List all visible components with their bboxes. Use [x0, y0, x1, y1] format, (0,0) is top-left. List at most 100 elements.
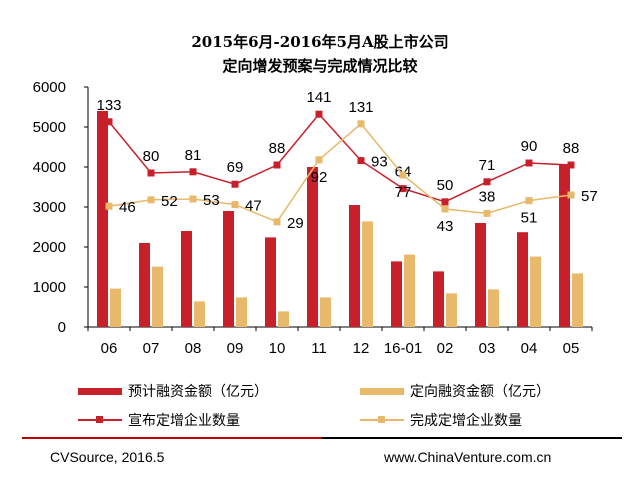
- bar-projected-funding: [181, 231, 192, 327]
- marker-completed-count: [189, 195, 197, 203]
- data-label-announced-count: 133: [96, 97, 121, 114]
- bar-completed-funding: [194, 301, 205, 327]
- data-label-completed-count: 51: [521, 210, 538, 227]
- footer-divider-black: [322, 437, 622, 439]
- bar-completed-funding: [530, 256, 541, 327]
- data-label-completed-count: 53: [203, 192, 220, 209]
- legend-label-completed-count: 完成定增企业数量: [410, 413, 522, 429]
- legend-label-completed-funding: 定向融资金额（亿元）: [410, 384, 550, 400]
- marker-completed-count: [147, 196, 155, 204]
- data-label-announced-count: 88: [269, 140, 286, 157]
- data-label-completed-count: 38: [479, 188, 496, 205]
- line-completed-count: [108, 122, 572, 223]
- data-label-completed-count: 43: [437, 218, 454, 235]
- y-tick-label: 2000: [33, 239, 66, 256]
- marker-announced-count: [567, 161, 575, 169]
- marker-announced-count: [231, 180, 239, 188]
- marker-completed-count: [105, 202, 113, 210]
- marker-announced-count: [147, 169, 155, 177]
- marker-completed-count: [357, 120, 365, 128]
- y-tick-label: 6000: [33, 79, 66, 96]
- x-tick-label: 07: [143, 340, 160, 357]
- x-tick-label: 03: [479, 340, 496, 357]
- legend-swatch-completed-funding: [360, 387, 404, 395]
- marker-announced-count: [105, 118, 113, 126]
- marker-announced-count: [525, 159, 533, 167]
- legend-item-projected-funding: 预计融资金额（亿元）: [78, 381, 268, 401]
- legend-swatch-completed-count: [360, 415, 404, 425]
- data-label-announced-count: 81: [185, 147, 202, 164]
- footer-divider-red: [22, 437, 322, 439]
- data-label-completed-count: 46: [119, 199, 136, 216]
- data-label-completed-count: 77: [395, 184, 412, 201]
- marker-completed-count: [525, 197, 533, 205]
- marker-completed-count: [315, 156, 323, 164]
- y-tick-label: 1000: [33, 279, 66, 296]
- x-tick-label: 06: [101, 340, 118, 357]
- data-label-completed-count: 47: [245, 198, 262, 215]
- x-tick-label: 04: [521, 340, 538, 357]
- data-label-announced-count: 88: [563, 140, 580, 157]
- legend-item-completed-funding: 定向融资金额（亿元）: [360, 381, 550, 401]
- footer-source: CVSource, 2016.5: [50, 449, 165, 465]
- bar-completed-funding: [278, 311, 289, 327]
- bar-projected-funding: [559, 165, 570, 327]
- footer-site: www.ChinaVenture.com.cn: [384, 449, 552, 465]
- data-label-announced-count: 93: [371, 154, 388, 171]
- bar-completed-funding: [362, 221, 373, 327]
- marker-completed-count: [273, 218, 281, 226]
- marker-announced-count: [357, 157, 365, 165]
- x-tick-label: 08: [185, 340, 202, 357]
- x-tick-label: 09: [227, 340, 244, 357]
- data-label-completed-count: 131: [348, 99, 373, 116]
- legend-swatch-projected-funding: [78, 387, 122, 395]
- bar-projected-funding: [223, 211, 234, 327]
- data-label-completed-count: 57: [581, 188, 598, 205]
- chart-title-line-1: 2015年6月-2016年5月A股上市公司: [191, 33, 449, 51]
- bar-completed-funding: [236, 297, 247, 327]
- bar-completed-funding: [152, 266, 163, 327]
- data-label-announced-count: 50: [437, 177, 454, 194]
- bar-projected-funding: [475, 223, 486, 327]
- data-label-completed-count: 92: [311, 169, 328, 186]
- y-tick-label: 4000: [33, 159, 66, 176]
- y-tick-label: 3000: [33, 199, 66, 216]
- data-label-announced-count: 90: [521, 138, 538, 155]
- x-tick-label: 05: [563, 340, 580, 357]
- data-label-announced-count: 141: [306, 89, 331, 106]
- legend-item-announced-count: 宣布定增企业数量: [78, 410, 240, 430]
- x-tick-label: 11: [311, 340, 327, 357]
- data-label-announced-count: 71: [479, 157, 496, 174]
- x-tick-label: 12: [353, 340, 370, 357]
- bar-projected-funding: [97, 111, 108, 327]
- y-tick-label: 5000: [33, 119, 66, 136]
- marker-announced-count: [315, 110, 323, 118]
- bar-projected-funding: [265, 237, 276, 327]
- bar-completed-funding: [320, 297, 331, 327]
- legend-item-completed-count: 完成定增企业数量: [360, 410, 522, 430]
- bar-completed-funding: [110, 288, 121, 327]
- data-label-completed-count: 29: [287, 215, 304, 232]
- legend-label-announced-count: 宣布定增企业数量: [128, 413, 240, 429]
- line-announced-count: [108, 113, 572, 203]
- bar-projected-funding: [307, 167, 318, 327]
- marker-completed-count: [483, 209, 491, 217]
- bar-completed-funding: [404, 254, 415, 327]
- y-tick-label: 0: [58, 319, 66, 336]
- legend-label-projected-funding: 预计融资金额（亿元）: [128, 384, 268, 400]
- marker-announced-count: [273, 161, 281, 169]
- data-label-completed-count: 52: [161, 193, 178, 210]
- x-tick-label: 10: [269, 340, 286, 357]
- data-label-announced-count: 69: [227, 159, 244, 176]
- marker-completed-count: [231, 201, 239, 209]
- marker-completed-count: [399, 171, 407, 179]
- x-tick-label: 16-01: [384, 340, 422, 357]
- legend-swatch-announced-count: [78, 415, 122, 425]
- marker-announced-count: [189, 168, 197, 176]
- data-label-announced-count: 80: [143, 148, 160, 165]
- chart-title-line-2: 定向增发预案与完成情况比较: [222, 57, 418, 75]
- marker-announced-count: [441, 198, 449, 206]
- marker-completed-count: [567, 191, 575, 199]
- marker-completed-count: [441, 205, 449, 213]
